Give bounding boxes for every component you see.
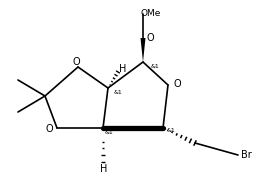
Text: &1: &1 — [151, 64, 159, 70]
Text: &1: &1 — [167, 128, 175, 134]
Text: OMe: OMe — [141, 8, 161, 17]
Text: O: O — [146, 33, 154, 43]
Text: H: H — [119, 64, 127, 74]
Text: O: O — [45, 124, 53, 134]
Polygon shape — [140, 38, 145, 62]
Text: &1: &1 — [105, 130, 113, 136]
Text: &1: &1 — [114, 90, 122, 96]
Text: Br: Br — [241, 150, 251, 160]
Text: O: O — [173, 79, 181, 89]
Text: H: H — [100, 164, 108, 174]
Text: O: O — [72, 57, 80, 67]
